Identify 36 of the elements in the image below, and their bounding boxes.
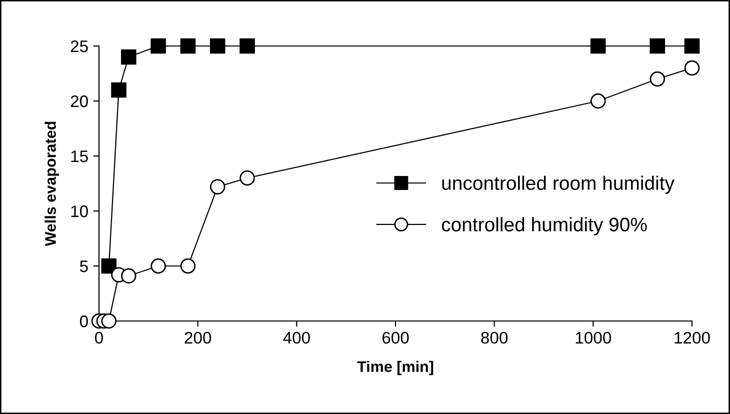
x-tick-label: 800 (481, 332, 508, 344)
x-tick-label: 1200 (674, 332, 710, 344)
point (150, 258, 166, 274)
y-tick-label: 25 (70, 40, 88, 52)
y-tick-label: 0 (80, 315, 88, 328)
y-tick-label: 5 (80, 260, 88, 272)
point (650, 71, 666, 87)
point (240, 38, 255, 54)
y-axis-title: Wells evaporated (44, 122, 59, 246)
point (684, 60, 700, 76)
legend-label: uncontrolled room humidity (442, 176, 674, 194)
point (121, 49, 136, 65)
x-tick-label: 400 (283, 332, 310, 344)
y-tick-label: 15 (71, 150, 88, 162)
x-axis-title: Time [min] (357, 360, 434, 376)
point (240, 170, 255, 186)
point (121, 268, 136, 284)
point (101, 313, 117, 329)
point (650, 38, 666, 54)
y-tick-label: 20 (70, 95, 88, 108)
point (590, 93, 606, 109)
x-tick-label: 1000 (576, 332, 612, 344)
point (210, 38, 226, 54)
point (180, 38, 196, 54)
y-tick-label: 10 (71, 205, 88, 218)
point (210, 179, 226, 194)
point (684, 38, 700, 54)
point (590, 38, 606, 54)
x-tick-label: 600 (382, 332, 409, 344)
point (101, 258, 117, 274)
x-tick-label: 200 (184, 332, 212, 344)
point (111, 82, 126, 98)
point (180, 258, 196, 274)
legend-label: controlled humidity 90% (442, 217, 647, 236)
x-tick-label: 0 (95, 332, 103, 344)
point (150, 38, 166, 54)
